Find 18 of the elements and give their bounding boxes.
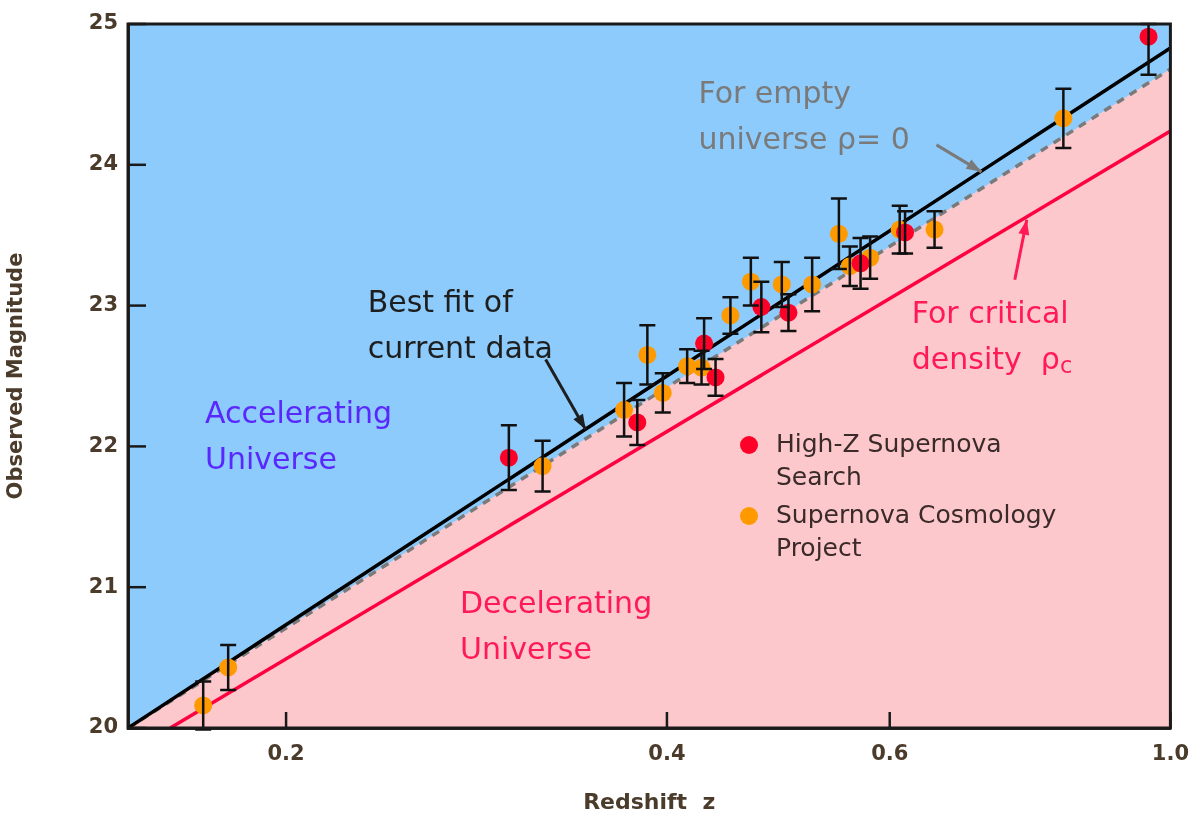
legend-label: High-Z Supernova Search [776, 428, 1003, 493]
x-tick-label: 0.4 [648, 741, 686, 766]
y-tick-label: 25 [88, 10, 118, 35]
x-tick-label: 0.2 [267, 741, 305, 766]
legend-label: Supernova Cosmology Project [776, 499, 1058, 564]
y-tick-label: 24 [88, 151, 118, 176]
x-tick-label: 0.6 [871, 741, 909, 766]
annotation: For empty universe ρ= 0 [698, 74, 910, 156]
y-tick-label: 20 [88, 714, 118, 739]
annotation: Decelerating Universe [460, 584, 653, 666]
annotation: Accelerating Universe [205, 394, 393, 476]
y-axis-title: Observed Magnitude [3, 252, 28, 500]
y-tick-label: 21 [88, 573, 118, 598]
x-axis-title: Redshift z [583, 788, 716, 814]
x-tick-label: 1.0 [1151, 741, 1189, 766]
annotation: Best fit of current data [367, 284, 553, 366]
y-tick-label: 22 [88, 432, 118, 457]
y-tick-label: 23 [88, 292, 118, 317]
